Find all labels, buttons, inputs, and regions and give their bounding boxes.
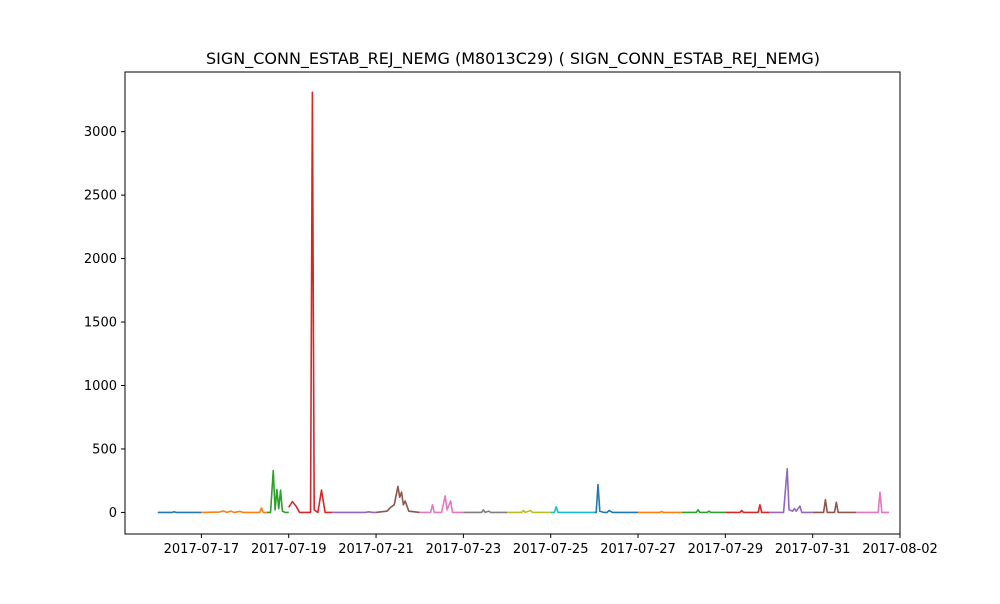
y-tick-label-4: 1500	[84, 316, 117, 331]
x-tick-label-4: 2017-07-23	[426, 542, 502, 557]
series-line-7	[419, 495, 464, 514]
series-line-1	[157, 510, 202, 514]
series-line-11	[594, 483, 639, 514]
series-line-10	[550, 505, 595, 514]
y-tick-label-1: 0	[109, 506, 117, 521]
series-line-15	[769, 467, 813, 514]
x-tick-label-5: 2017-07-25	[513, 542, 589, 557]
series-line-16	[812, 498, 857, 514]
series-line-8	[463, 509, 508, 514]
y-tick-label-6: 2500	[84, 189, 117, 204]
y-axis: 0 500 1000 1500 2000 2500 3000	[84, 125, 125, 521]
y-tick-label-3: 1000	[84, 379, 117, 394]
x-tick-label-9: 2017-08-02	[862, 542, 938, 557]
series-line-17	[856, 491, 890, 514]
y-tick-label-7: 3000	[84, 125, 117, 140]
series-line-12	[638, 510, 682, 514]
x-tick-label-6: 2017-07-27	[600, 542, 676, 557]
plot-frame	[124, 71, 901, 535]
series-line-6	[375, 485, 420, 514]
series-line-4	[288, 91, 333, 514]
x-tick-label-8: 2017-07-31	[775, 542, 851, 557]
series-line-13	[681, 509, 726, 514]
y-tick-label-2: 500	[92, 442, 117, 457]
chart-title: SIGN_CONN_ESTAB_REJ_NEMG (M8013C29) ( SI…	[206, 49, 820, 69]
series-layer	[157, 91, 890, 514]
series-line-14	[725, 504, 770, 514]
series-line-5	[332, 510, 377, 514]
x-tick-label-3: 2017-07-21	[338, 542, 414, 557]
x-tick-label-2: 2017-07-19	[251, 542, 327, 557]
series-line-2	[201, 507, 267, 514]
y-tick-label-5: 2000	[84, 252, 117, 267]
series-line-3	[266, 469, 289, 514]
x-tick-label-7: 2017-07-29	[688, 542, 764, 557]
x-axis: 2017-07-17 2017-07-19 2017-07-21 2017-07-23…	[164, 534, 938, 557]
series-line-9	[507, 509, 551, 514]
x-tick-label-1: 2017-07-17	[164, 542, 240, 557]
